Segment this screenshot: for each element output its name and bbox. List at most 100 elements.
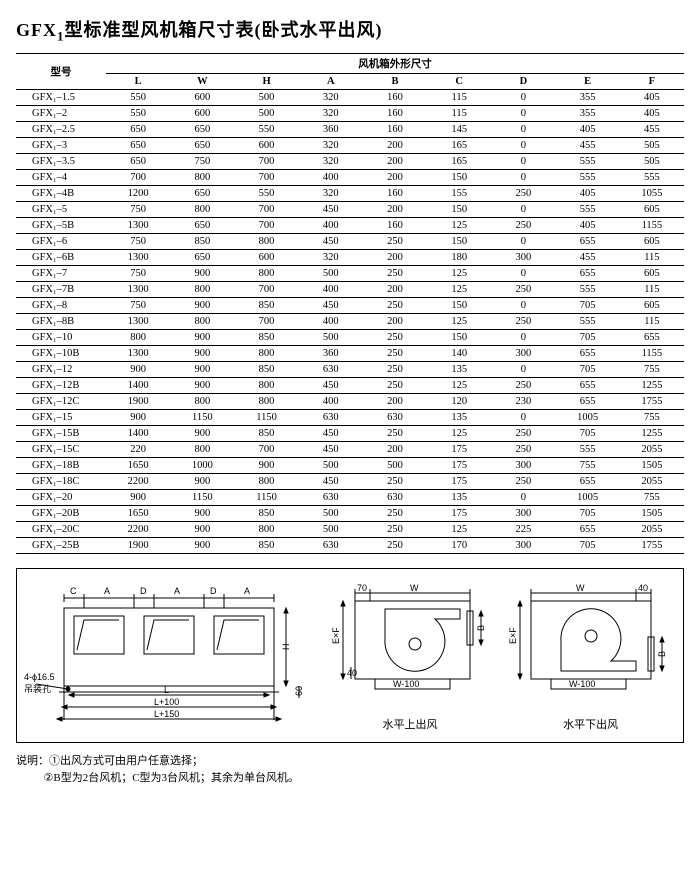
cell-model: GFX₁–4B [16, 185, 106, 201]
cell-model: GFX₁–15C [16, 441, 106, 457]
svg-text:D: D [140, 586, 147, 596]
caption-up: 水平上出风 [325, 716, 495, 732]
cell: 650 [170, 217, 234, 233]
cell: 630 [363, 409, 427, 425]
cell: 800 [234, 377, 298, 393]
cell: 170 [427, 537, 491, 553]
cell: 550 [234, 185, 298, 201]
cell: 115 [620, 249, 684, 265]
cell: 160 [363, 217, 427, 233]
title-sub: 1 [57, 29, 65, 44]
cell: 550 [234, 121, 298, 137]
cell: 750 [106, 233, 170, 249]
cell: 1300 [106, 217, 170, 233]
cell: 450 [299, 441, 363, 457]
cell: 850 [170, 233, 234, 249]
cell: 500 [299, 457, 363, 473]
cell: 900 [170, 425, 234, 441]
cell: 0 [491, 201, 555, 217]
cell: 1055 [620, 185, 684, 201]
cell: 0 [491, 105, 555, 121]
table-row: GFX₁–18C22009008004502501752506552055 [16, 473, 684, 489]
cell: 150 [427, 329, 491, 345]
col-F: F [620, 73, 684, 89]
cell-model: GFX₁–8B [16, 313, 106, 329]
col-W: W [170, 73, 234, 89]
cell: 500 [234, 105, 298, 121]
cell: 630 [299, 489, 363, 505]
cell: 900 [170, 473, 234, 489]
table-row: GFX₁–5B13006507004001601252504051155 [16, 217, 684, 233]
cell: 200 [363, 281, 427, 297]
cell: 900 [170, 345, 234, 361]
cell: 1300 [106, 281, 170, 297]
cell: 900 [170, 297, 234, 313]
cell: 655 [556, 393, 620, 409]
svg-text:C: C [70, 586, 77, 596]
cell: 165 [427, 153, 491, 169]
cell: 200 [363, 169, 427, 185]
cell: 705 [556, 505, 620, 521]
cell: 300 [491, 505, 555, 521]
cell: 600 [234, 249, 298, 265]
cell: 320 [299, 105, 363, 121]
cell: 250 [363, 377, 427, 393]
table-row: GFX₁–25B19009008506302501703007051755 [16, 537, 684, 553]
cell: 200 [363, 441, 427, 457]
cell: 755 [620, 361, 684, 377]
cell: 450 [299, 297, 363, 313]
cell: 160 [363, 121, 427, 137]
cell: 2055 [620, 521, 684, 537]
cell: 650 [106, 153, 170, 169]
cell: 455 [620, 121, 684, 137]
cell: 150 [427, 201, 491, 217]
cell: 1755 [620, 393, 684, 409]
cell: 555 [556, 281, 620, 297]
cell-model: GFX₁–5B [16, 217, 106, 233]
cell: 700 [234, 281, 298, 297]
cell: 320 [299, 137, 363, 153]
cell: 120 [427, 393, 491, 409]
cell: 400 [299, 169, 363, 185]
cell: 175 [427, 505, 491, 521]
cell: 0 [491, 153, 555, 169]
svg-text:W-100: W-100 [393, 679, 419, 689]
cell: 655 [556, 521, 620, 537]
cell-model: GFX₁–5 [16, 201, 106, 217]
col-B: B [363, 73, 427, 89]
cell: 850 [234, 297, 298, 313]
svg-text:A: A [104, 586, 110, 596]
cell-model: GFX₁–15 [16, 409, 106, 425]
cell: 115 [620, 313, 684, 329]
table-row: GFX₁–8B1300800700400200125250555115 [16, 313, 684, 329]
caption-down: 水平下出风 [506, 716, 676, 732]
cell-model: GFX₁–6B [16, 249, 106, 265]
cell: 250 [363, 521, 427, 537]
cell: 900 [106, 361, 170, 377]
col-A: A [299, 73, 363, 89]
cell: 900 [170, 361, 234, 377]
cell: 0 [491, 265, 555, 281]
cell: 250 [491, 217, 555, 233]
cell: 250 [491, 473, 555, 489]
svg-text:L+150: L+150 [154, 709, 179, 719]
svg-text:4-ϕ16.5: 4-ϕ16.5 [24, 672, 55, 682]
cell-model: GFX₁–15B [16, 425, 106, 441]
table-row: GFX₁–6B1300650600320200180300455115 [16, 249, 684, 265]
table-row: GFX₁–20B16509008505002501753007051505 [16, 505, 684, 521]
cell: 175 [427, 441, 491, 457]
cell: 655 [620, 329, 684, 345]
cell: 555 [620, 169, 684, 185]
cell: 605 [620, 265, 684, 281]
cell-model: GFX₁–6 [16, 233, 106, 249]
title-rest: 型标准型风机箱尺寸表(卧式水平出风) [65, 20, 383, 40]
cell-model: GFX₁–25B [16, 537, 106, 553]
cell: 705 [556, 329, 620, 345]
cell: 1400 [106, 377, 170, 393]
cell-model: GFX₁–20C [16, 521, 106, 537]
cell: 125 [427, 265, 491, 281]
cell: 180 [427, 249, 491, 265]
cell: 655 [556, 473, 620, 489]
cell: 150 [427, 297, 491, 313]
cell-model: GFX₁–10 [16, 329, 106, 345]
